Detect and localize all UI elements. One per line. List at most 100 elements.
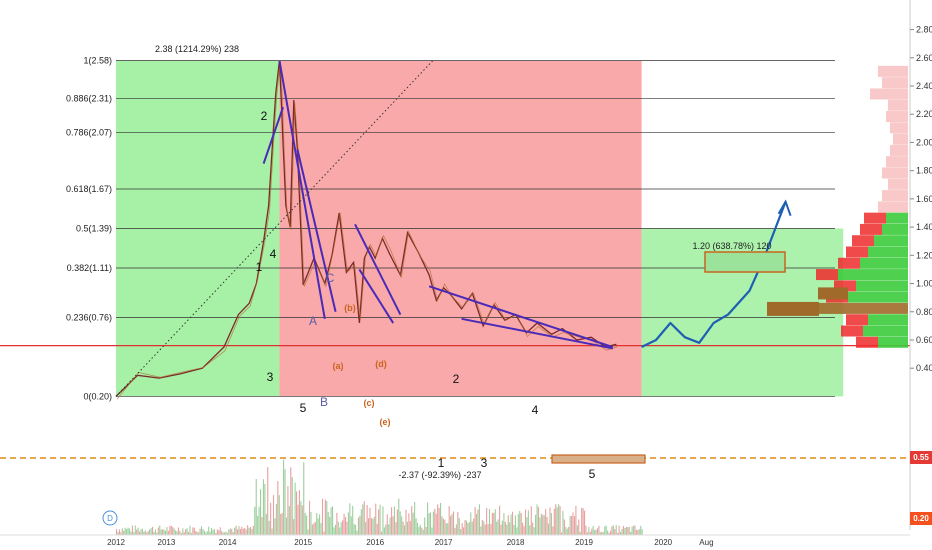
y-tick-label: 2.20 (916, 109, 932, 119)
volume-bar (386, 514, 388, 535)
volume-bar (552, 526, 554, 535)
volume-bar (290, 467, 292, 535)
volume-bar (631, 526, 633, 535)
volume-bar (332, 506, 334, 535)
volume-bar (414, 501, 416, 535)
volume-profile-bar (878, 201, 908, 213)
volume-bar (280, 514, 282, 535)
volume-bar (296, 491, 298, 535)
volume-bar (499, 505, 501, 535)
volume-bar (177, 527, 180, 535)
volume-profile-bar-sell (841, 325, 863, 337)
volume-bar (162, 529, 164, 535)
volume-bar (465, 520, 468, 535)
volume-bar (139, 531, 141, 535)
volume-bar (179, 530, 181, 535)
logo-icon (102, 510, 118, 526)
volume-bar (183, 532, 185, 535)
volume-bar (533, 527, 535, 535)
volume-bar (219, 527, 221, 535)
volume-bar (624, 527, 626, 535)
volume-bar (404, 525, 406, 535)
projection-path (641, 201, 787, 348)
volume-bar (523, 526, 525, 535)
volume-bar (173, 528, 175, 535)
volume-bar (185, 529, 187, 535)
volume-bar (581, 507, 583, 535)
volume-bar (604, 526, 606, 535)
volume-bar (222, 532, 224, 535)
volume-bar (422, 529, 424, 535)
volume-bar (226, 532, 228, 535)
volume-bar (308, 500, 311, 535)
volume-bar (474, 506, 476, 535)
volume-bar (313, 523, 315, 535)
volume-bar (254, 506, 256, 535)
subwave-label: (e) (380, 417, 391, 427)
volume-layer (116, 459, 643, 535)
volume-bar (262, 479, 264, 535)
volume-bar (530, 506, 532, 535)
volume-bar (188, 531, 190, 535)
volume-bar (634, 525, 636, 535)
volume-bar (594, 530, 596, 535)
volume-bar (375, 503, 377, 535)
volume-bar (231, 528, 233, 535)
volume-bar (385, 524, 387, 535)
volume-bar (399, 511, 401, 535)
trend-line (358, 268, 395, 324)
volume-bar (419, 524, 421, 535)
volume-bar (416, 522, 419, 535)
volume-profile-bar (818, 287, 848, 300)
x-tick-label: 2013 (158, 538, 176, 547)
volume-bar (346, 521, 348, 535)
volume-bar (418, 526, 420, 535)
volume-bar (281, 512, 283, 535)
volume-profile-bar-sell (860, 223, 882, 235)
volume-bar (203, 530, 205, 535)
volume-bar (563, 519, 565, 535)
trend-line (262, 106, 284, 164)
volume-bar (343, 513, 345, 535)
x-tick-label: 2012 (107, 538, 125, 547)
volume-bar (379, 504, 381, 535)
volume-bar (275, 503, 277, 535)
volume-bar (578, 519, 580, 535)
bottom-note: -2.37 (-92.39%) -237 (398, 470, 481, 480)
volume-profile-bar (888, 99, 908, 111)
volume-bar (186, 528, 188, 535)
volume-bar (457, 511, 459, 535)
volume-bar (306, 515, 308, 535)
volume-bar (209, 531, 211, 535)
volume-profile-bar-sell (846, 246, 868, 258)
volume-profile-bar (888, 178, 908, 190)
volume-bar (252, 525, 254, 535)
volume-profile-bar-sell (856, 336, 878, 348)
volume-bar (141, 528, 144, 535)
volume-bar (270, 502, 272, 535)
volume-bar (159, 525, 161, 535)
volume-bar (532, 522, 534, 535)
volume-bar (128, 528, 131, 535)
volume-bar (366, 505, 368, 535)
volume-bar (494, 509, 496, 535)
volume-axis-label: 0.20 (913, 514, 929, 523)
volume-bar (342, 520, 344, 535)
volume-bar (476, 513, 478, 535)
subwave-label: (a) (333, 361, 344, 371)
volume-profile-bar-sell (864, 212, 886, 224)
volume-bar (144, 530, 146, 535)
volume-bar (272, 495, 275, 535)
volume-bar (503, 513, 505, 535)
volume-bar (134, 525, 136, 535)
volume-bar (627, 527, 629, 535)
volume-bar (550, 513, 552, 535)
volume-bar (195, 531, 197, 535)
trend-line (278, 60, 326, 319)
current-price-label: 0.55 (913, 453, 929, 462)
volume-profile-bar (768, 302, 908, 314)
volume-bar (588, 527, 590, 535)
volume-bar (130, 531, 132, 535)
volume-bar (146, 532, 148, 535)
volume-bar (421, 527, 423, 535)
